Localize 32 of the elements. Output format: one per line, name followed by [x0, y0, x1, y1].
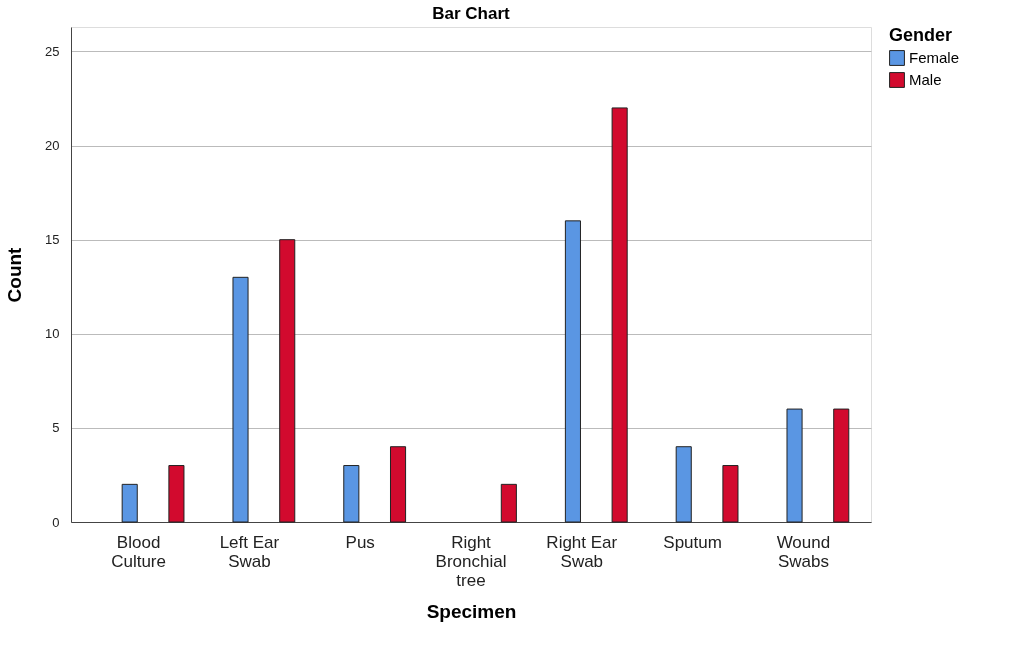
legend-label: Male — [909, 71, 942, 88]
legend-title: Gender — [889, 25, 953, 45]
y-tick-label: 10 — [45, 326, 60, 342]
x-tick-label: Left Ear Swab — [219, 532, 280, 571]
chart-title: Bar Chart — [432, 4, 511, 23]
x-tick-label: Pus — [345, 532, 375, 552]
bar — [675, 446, 692, 523]
x-axis-title: Specimen — [426, 600, 517, 622]
bar — [722, 465, 739, 523]
bar — [564, 220, 581, 523]
bar — [232, 276, 249, 523]
bar — [279, 239, 296, 523]
bar — [500, 483, 517, 523]
x-tick-label: Right Bronchial tree — [435, 532, 507, 590]
y-axis-title: Count — [4, 246, 26, 303]
x-tick-label: Blood Culture — [111, 532, 166, 571]
bar — [168, 465, 185, 523]
x-tick-label: Wound Swabs — [776, 532, 831, 571]
bar — [389, 446, 407, 523]
y-tick-label: 20 — [45, 138, 60, 154]
bar — [786, 408, 803, 523]
x-tick-label: Sputum — [663, 532, 722, 552]
bar — [611, 107, 628, 523]
y-tick-label: 0 — [52, 514, 60, 530]
y-tick-label: 5 — [52, 420, 60, 436]
bar — [121, 483, 138, 523]
legend-label: Female — [909, 49, 960, 66]
bar — [833, 408, 850, 523]
y-tick-label: 15 — [45, 232, 60, 248]
x-tick-label: Right Ear Swab — [546, 532, 618, 571]
y-tick-label: 25 — [45, 43, 60, 59]
bar — [343, 465, 360, 523]
